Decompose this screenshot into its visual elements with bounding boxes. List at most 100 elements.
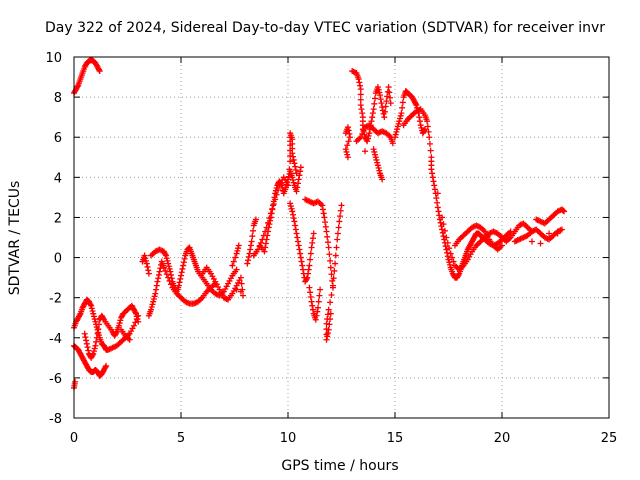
data-point (245, 257, 252, 264)
data-point (285, 174, 292, 181)
data-point (113, 330, 120, 337)
data-point (141, 252, 148, 259)
data-point (439, 226, 446, 233)
data-point (324, 333, 331, 340)
data-point (156, 268, 163, 275)
data-point (327, 316, 334, 323)
data-point (270, 201, 277, 208)
data-point (162, 267, 169, 274)
data-point (331, 267, 338, 274)
x-axis-ticks: 0 5 10 15 20 25 (70, 57, 617, 446)
data-point (357, 82, 364, 89)
data-point (383, 98, 390, 105)
data-point (442, 243, 449, 250)
data-point (372, 95, 379, 102)
data-point (288, 205, 295, 212)
data-point (95, 321, 102, 328)
data-point (265, 219, 272, 226)
data-point (327, 299, 334, 306)
data-point (346, 130, 353, 137)
data-point (446, 259, 453, 266)
data-point (317, 286, 324, 293)
data-point (343, 148, 350, 155)
data-point (100, 315, 107, 322)
data-point (394, 126, 401, 133)
data-point (177, 275, 184, 282)
data-point (266, 215, 273, 222)
data-point (359, 130, 366, 137)
data-point (314, 308, 321, 315)
data-point (233, 286, 240, 293)
data-point (324, 233, 331, 240)
data-point (93, 334, 100, 341)
data-point (92, 342, 99, 349)
data-point (291, 160, 298, 167)
data-point (92, 318, 99, 325)
data-point (435, 208, 442, 215)
data-point (294, 238, 301, 245)
data-point (130, 322, 137, 329)
data-point (365, 132, 372, 139)
data-point (88, 302, 95, 309)
data-point (385, 84, 392, 91)
data-point (262, 244, 269, 251)
data-point (115, 322, 122, 329)
data-point (250, 227, 257, 234)
data-point (279, 185, 286, 192)
data-point (234, 247, 241, 254)
data-point (357, 86, 364, 93)
data-point (307, 250, 314, 257)
data-point (233, 250, 240, 257)
data-point (269, 205, 276, 212)
data-point (350, 68, 357, 75)
data-point (308, 298, 315, 305)
data-point (294, 184, 301, 191)
data-point (289, 208, 296, 215)
x-tick-label: 15 (387, 431, 404, 446)
data-point (374, 162, 381, 169)
data-point (326, 251, 333, 258)
chart-title: Day 322 of 2024, Sidereal Day-to-day VTE… (45, 20, 605, 36)
data-point (152, 290, 159, 297)
data-point (133, 313, 140, 320)
data-point (153, 282, 160, 289)
data-point (314, 304, 321, 311)
data-point (327, 257, 334, 264)
data-point (267, 210, 274, 217)
data-point (429, 174, 436, 181)
data-point (162, 251, 169, 258)
data-point (440, 233, 447, 240)
data-point (89, 308, 96, 315)
data-point (384, 88, 391, 95)
data-point (329, 282, 336, 289)
data-point (292, 166, 299, 173)
x-tick-label: 5 (177, 431, 185, 446)
data-point (255, 246, 262, 253)
data-point (416, 114, 423, 121)
data-point (83, 337, 90, 344)
data-point (304, 274, 311, 281)
data-point (157, 265, 164, 272)
data-point (272, 196, 279, 203)
data-point (175, 282, 182, 289)
data-point (444, 249, 451, 256)
data-point (446, 245, 453, 252)
data-point (294, 234, 301, 241)
data-point (326, 321, 333, 328)
data-point (252, 216, 259, 223)
data-point (381, 114, 388, 121)
data-point (263, 224, 270, 231)
data-point (431, 186, 438, 193)
data-point (323, 320, 330, 327)
data-point (537, 240, 544, 247)
data-point (377, 96, 384, 103)
data-point (153, 286, 160, 293)
data-point (91, 316, 98, 323)
data-point (307, 256, 314, 263)
data-point (344, 154, 351, 161)
data-point (155, 275, 162, 282)
data-point (445, 256, 452, 263)
plot-frame (73, 56, 610, 419)
y-tick-label: 8 (54, 91, 62, 106)
